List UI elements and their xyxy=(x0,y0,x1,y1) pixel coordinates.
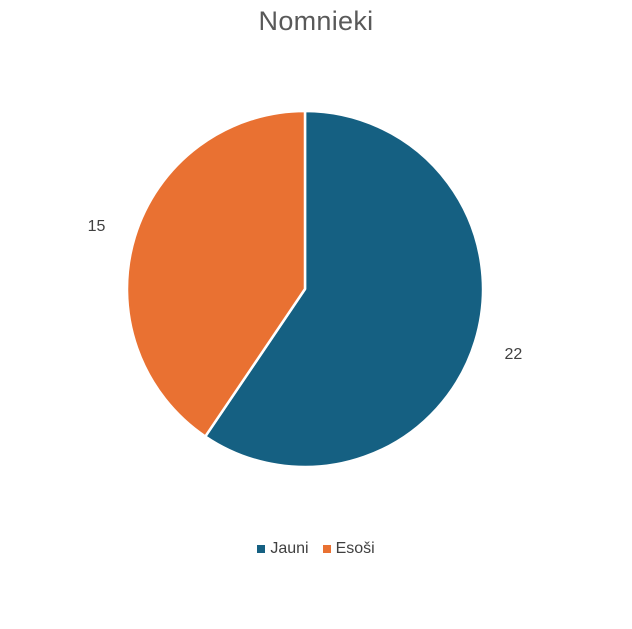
chart-legend: Jauni Esoši xyxy=(0,540,632,558)
data-label-0: 22 xyxy=(505,346,523,363)
legend-label-esosi: Esoši xyxy=(335,540,375,557)
legend-swatch-esosi xyxy=(322,545,331,553)
legend-item-esosi: Esoši xyxy=(322,540,375,558)
legend-label-jauni: Jauni xyxy=(270,540,309,557)
pie-slice-1 xyxy=(125,109,307,438)
legend-item-jauni: Jauni xyxy=(257,540,309,558)
chart-title: Nomnieki xyxy=(258,6,374,36)
pie-slice-0 xyxy=(204,109,485,469)
legend-swatch-jauni xyxy=(257,545,266,553)
data-label-1: 15 xyxy=(88,218,106,235)
